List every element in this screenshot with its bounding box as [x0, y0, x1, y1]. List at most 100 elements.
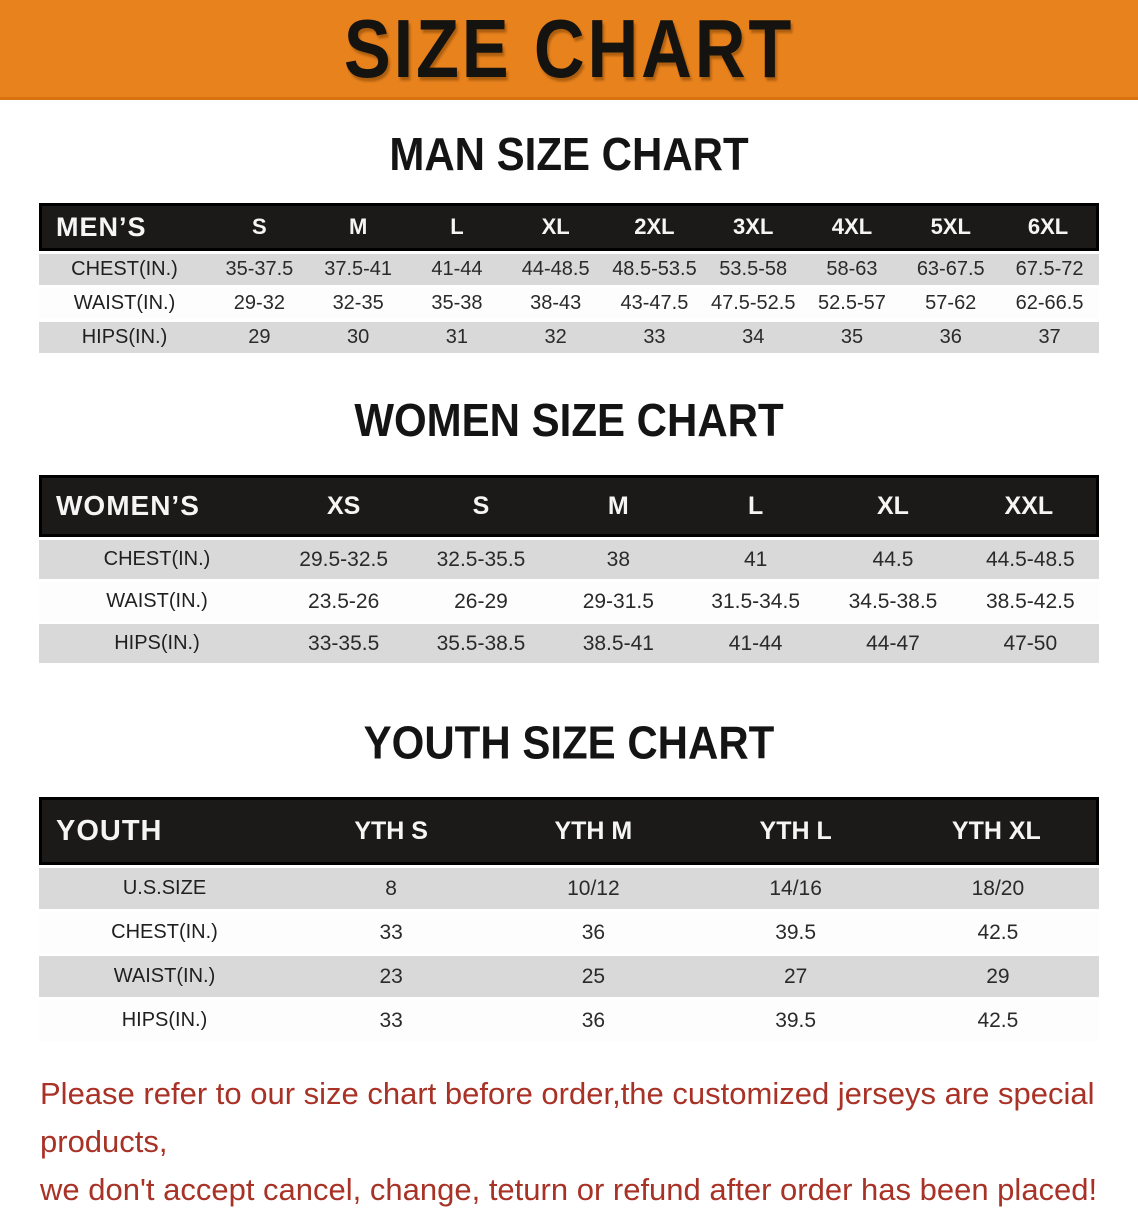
row-label: WAIST(IN.) — [39, 956, 290, 997]
row-label: HIPS(IN.) — [39, 624, 275, 663]
measurement-cell: 58-63 — [802, 254, 902, 285]
measurement-cell: 29 — [210, 322, 309, 353]
table-row: CHEST(IN.) 35-37.5 37.5-41 41-44 44-48.5 48.5… — [39, 254, 1099, 285]
measurement-cell: 62-66.5 — [1000, 288, 1099, 319]
size-column-header: S — [412, 475, 550, 537]
row-label: CHEST(IN.) — [39, 912, 290, 953]
measurement-cell: 44.5 — [824, 540, 962, 579]
table-corner-label: MEN’S — [39, 203, 210, 251]
measurement-cell: 29.5-32.5 — [275, 540, 413, 579]
section-youth: YOUTH SIZE CHART YOUTH YTH S YTH M YTH L YTH… — [0, 666, 1138, 1044]
size-header-row: YOUTH YTH S YTH M YTH L YTH XL — [39, 797, 1099, 865]
measurement-cell: 35 — [802, 322, 902, 353]
measurement-cell: 44.5-48.5 — [961, 540, 1099, 579]
size-column-header: XL — [506, 203, 606, 251]
size-column-header: 5XL — [901, 203, 1001, 251]
row-label: HIPS(IN.) — [39, 1000, 290, 1041]
row-label: CHEST(IN.) — [39, 540, 275, 579]
size-column-header: 2XL — [605, 203, 704, 251]
measurement-cell: 23.5-26 — [275, 582, 413, 621]
measurement-cell: 42.5 — [896, 912, 1099, 953]
measurement-cell: 37 — [1000, 322, 1099, 353]
size-column-header: 3XL — [703, 203, 803, 251]
measurement-cell: 43-47.5 — [605, 288, 704, 319]
table-row: HIPS(IN.) 33 36 39.5 42.5 — [39, 1000, 1099, 1041]
row-label: WAIST(IN.) — [39, 288, 210, 319]
measurement-cell: 31 — [407, 322, 507, 353]
measurement-cell: 47.5-52.5 — [703, 288, 803, 319]
disclaimer-line-2: we don't accept cancel, change, teturn o… — [40, 1172, 1098, 1207]
measurement-cell: 35.5-38.5 — [412, 624, 550, 663]
section-women: WOMEN SIZE CHART WOMEN’S XS S M L XL XXL CHEST(… — [0, 356, 1138, 666]
measurement-cell: 36 — [492, 912, 695, 953]
measurement-cell: 32-35 — [308, 288, 408, 319]
measurement-cell: 36 — [901, 322, 1001, 353]
measurement-cell: 53.5-58 — [703, 254, 803, 285]
men-size-table: MEN’S S M L XL 2XL 3XL 4XL 5XL 6XL CHEST(IN.) 35-37… — [39, 200, 1099, 356]
measurement-cell: 25 — [492, 956, 695, 997]
measurement-cell: 52.5-57 — [802, 288, 902, 319]
measurement-cell: 14/16 — [694, 868, 897, 909]
size-column-header: XXL — [961, 475, 1099, 537]
measurement-cell: 39.5 — [694, 1000, 897, 1041]
measurement-cell: 35-37.5 — [210, 254, 309, 285]
size-column-header: 4XL — [802, 203, 902, 251]
measurement-cell: 48.5-53.5 — [605, 254, 704, 285]
table-row: CHEST(IN.) 33 36 39.5 42.5 — [39, 912, 1099, 953]
size-header-row: MEN’S S M L XL 2XL 3XL 4XL 5XL 6XL — [39, 203, 1099, 251]
measurement-cell: 27 — [694, 956, 897, 997]
size-column-header: YTH M — [492, 797, 695, 865]
size-column-header: M — [549, 475, 687, 537]
women-size-chart-heading: WOMEN SIZE CHART — [354, 394, 784, 446]
measurement-cell: 29-31.5 — [549, 582, 687, 621]
measurement-cell: 42.5 — [896, 1000, 1099, 1041]
measurement-cell: 38-43 — [506, 288, 606, 319]
measurement-cell: 33-35.5 — [275, 624, 413, 663]
measurement-cell: 33 — [290, 1000, 493, 1041]
measurement-cell: 23 — [290, 956, 493, 997]
table-row: CHEST(IN.) 29.5-32.5 32.5-35.5 38 41 44.5 44.5… — [39, 540, 1099, 579]
size-column-header: YTH XL — [896, 797, 1099, 865]
row-label: WAIST(IN.) — [39, 582, 275, 621]
size-column-header: L — [407, 203, 507, 251]
measurement-cell: 38.5-42.5 — [961, 582, 1099, 621]
table-corner-label: WOMEN’S — [39, 475, 275, 537]
table-row: HIPS(IN.) 29 30 31 32 33 34 35 36 37 — [39, 322, 1099, 353]
measurement-cell: 35-38 — [407, 288, 507, 319]
row-label: HIPS(IN.) — [39, 322, 210, 353]
youth-size-table: YOUTH YTH S YTH M YTH L YTH XL U.S.SIZE 8 10/12… — [39, 794, 1099, 1044]
size-column-header: YTH S — [290, 797, 493, 865]
measurement-cell: 39.5 — [694, 912, 897, 953]
measurement-cell: 8 — [290, 868, 493, 909]
measurement-cell: 38.5-41 — [549, 624, 687, 663]
measurement-cell: 47-50 — [961, 624, 1099, 663]
size-column-header: 6XL — [1000, 203, 1099, 251]
size-column-header: S — [210, 203, 309, 251]
table-row: WAIST(IN.) 23 25 27 29 — [39, 956, 1099, 997]
size-column-header: L — [686, 475, 825, 537]
measurement-cell: 32.5-35.5 — [412, 540, 550, 579]
table-row: U.S.SIZE 8 10/12 14/16 18/20 — [39, 868, 1099, 909]
size-header-row: WOMEN’S XS S M L XL XXL — [39, 475, 1099, 537]
table-row: HIPS(IN.) 33-35.5 35.5-38.5 38.5-41 41-44 44-… — [39, 624, 1099, 663]
measurement-cell: 41-44 — [686, 624, 825, 663]
size-column-header: XL — [824, 475, 962, 537]
row-label: U.S.SIZE — [39, 868, 290, 909]
measurement-cell: 30 — [308, 322, 408, 353]
measurement-cell: 29-32 — [210, 288, 309, 319]
measurement-cell: 63-67.5 — [901, 254, 1001, 285]
row-label: CHEST(IN.) — [39, 254, 210, 285]
table-row: WAIST(IN.) 29-32 32-35 35-38 38-43 43-47.5 47.… — [39, 288, 1099, 319]
measurement-cell: 10/12 — [492, 868, 695, 909]
measurement-cell: 33 — [290, 912, 493, 953]
measurement-cell: 67.5-72 — [1000, 254, 1099, 285]
measurement-cell: 44-47 — [824, 624, 962, 663]
measurement-cell: 32 — [506, 322, 606, 353]
measurement-cell: 41 — [686, 540, 825, 579]
measurement-cell: 41-44 — [407, 254, 507, 285]
table-row: WAIST(IN.) 23.5-26 26-29 29-31.5 31.5-34.5 34… — [39, 582, 1099, 621]
measurement-cell: 38 — [549, 540, 687, 579]
men-size-chart-heading: MAN SIZE CHART — [389, 128, 749, 180]
measurement-cell: 37.5-41 — [308, 254, 408, 285]
